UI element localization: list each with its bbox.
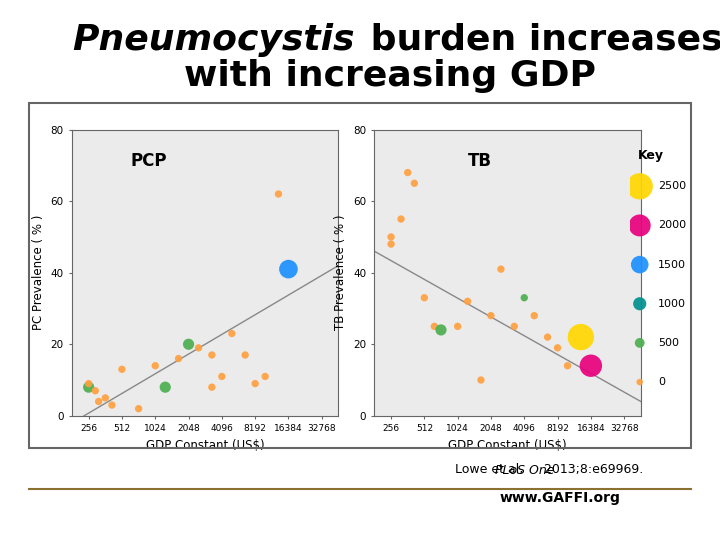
Point xyxy=(634,339,646,347)
Point xyxy=(518,293,530,302)
Point xyxy=(562,361,573,370)
Point xyxy=(89,387,101,395)
Text: 0: 0 xyxy=(658,377,665,387)
Text: Lowe et al,: Lowe et al, xyxy=(455,463,527,476)
Point xyxy=(99,394,111,402)
Point xyxy=(107,401,118,409)
X-axis label: GDP Constant (US$): GDP Constant (US$) xyxy=(449,438,567,451)
Text: burden increases: burden increases xyxy=(358,23,720,57)
Point xyxy=(83,383,94,391)
Point xyxy=(206,383,217,391)
Point xyxy=(173,354,184,363)
Point xyxy=(239,350,251,359)
Point xyxy=(116,365,127,374)
Point xyxy=(575,333,587,341)
Point xyxy=(495,265,507,273)
Point xyxy=(83,379,94,388)
Point xyxy=(132,404,144,413)
Point xyxy=(508,322,520,330)
Text: Key: Key xyxy=(638,148,664,161)
Y-axis label: TB Prevalence ( % ): TB Prevalence ( % ) xyxy=(334,215,347,330)
Point xyxy=(206,350,217,359)
Text: PLoS One: PLoS One xyxy=(495,463,554,476)
Text: 1500: 1500 xyxy=(658,260,686,269)
Point xyxy=(226,329,238,338)
Point xyxy=(216,372,228,381)
Point xyxy=(634,182,646,191)
Text: 2013;8:e69969.: 2013;8:e69969. xyxy=(540,463,643,476)
Text: 500: 500 xyxy=(658,338,679,348)
Text: with increasing GDP: with increasing GDP xyxy=(184,59,596,93)
Point xyxy=(259,372,271,381)
Point xyxy=(475,376,487,384)
Point xyxy=(402,168,413,177)
Text: 1000: 1000 xyxy=(658,299,686,309)
Point xyxy=(273,190,284,198)
Y-axis label: PC Prevalence ( % ): PC Prevalence ( % ) xyxy=(32,215,45,330)
Point xyxy=(93,397,104,406)
Point xyxy=(159,383,171,391)
Point xyxy=(462,297,474,306)
Point xyxy=(193,343,204,352)
Point xyxy=(452,322,464,330)
Text: 2000: 2000 xyxy=(658,220,686,231)
Point xyxy=(385,240,397,248)
Text: www.GAFFI.org: www.GAFFI.org xyxy=(499,491,620,505)
Point xyxy=(528,311,540,320)
Point xyxy=(552,343,563,352)
Point xyxy=(634,378,646,387)
Point xyxy=(283,265,294,273)
Point xyxy=(409,179,420,187)
Point xyxy=(435,326,446,334)
X-axis label: GDP Constant (US$): GDP Constant (US$) xyxy=(146,438,264,451)
Point xyxy=(249,379,261,388)
Point xyxy=(485,311,497,320)
Point xyxy=(418,293,430,302)
Text: PCP: PCP xyxy=(130,152,167,171)
Text: 2500: 2500 xyxy=(658,181,686,191)
Point xyxy=(634,221,646,230)
Point xyxy=(585,361,597,370)
Point xyxy=(183,340,194,349)
Point xyxy=(428,322,440,330)
Text: TB: TB xyxy=(468,152,492,171)
Point xyxy=(395,215,407,224)
Text: Pneumocystis: Pneumocystis xyxy=(73,23,355,57)
Point xyxy=(150,361,161,370)
Point xyxy=(541,333,553,341)
Point xyxy=(634,260,646,269)
Point xyxy=(385,233,397,241)
Point xyxy=(634,299,646,308)
